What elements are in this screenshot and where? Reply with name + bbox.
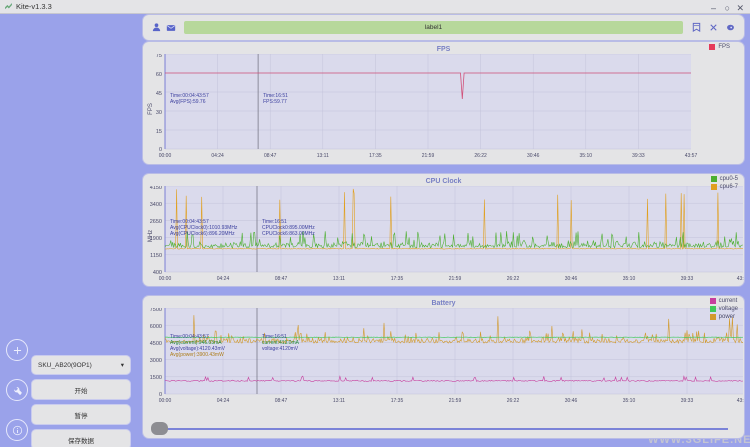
svg-text:35:10: 35:10 xyxy=(580,153,593,159)
svg-text:17:35: 17:35 xyxy=(391,398,404,404)
svg-text:7500: 7500 xyxy=(150,308,162,313)
svg-text:2650: 2650 xyxy=(150,219,162,225)
svg-text:08:47: 08:47 xyxy=(264,153,277,159)
svg-text:39:33: 39:33 xyxy=(632,153,645,159)
svg-text:45: 45 xyxy=(156,91,162,97)
svg-text:4500: 4500 xyxy=(150,341,162,347)
svg-text:43:57: 43:57 xyxy=(685,153,698,159)
svg-text:26:22: 26:22 xyxy=(507,276,520,282)
svg-text:21:59: 21:59 xyxy=(449,398,462,404)
svg-text:Avg(FPS):59.76: Avg(FPS):59.76 xyxy=(170,99,206,105)
svg-text:Avg(CPUClock6):896.20MHz: Avg(CPUClock6):896.20MHz xyxy=(170,231,235,237)
svg-text:15: 15 xyxy=(156,129,162,135)
svg-text:30:46: 30:46 xyxy=(565,276,578,282)
svg-text:04:24: 04:24 xyxy=(217,398,230,404)
svg-text:43:57: 43:57 xyxy=(737,398,744,404)
svg-text:17:35: 17:35 xyxy=(369,153,382,159)
svg-text:21:59: 21:59 xyxy=(449,276,462,282)
svg-text:00:00: 00:00 xyxy=(159,153,172,159)
svg-text:43:57: 43:57 xyxy=(737,276,744,282)
svg-text:1900: 1900 xyxy=(150,236,162,242)
svg-text:75: 75 xyxy=(156,54,162,59)
svg-text:13:11: 13:11 xyxy=(317,153,329,159)
svg-text:30: 30 xyxy=(156,110,162,116)
svg-text:00:00: 00:00 xyxy=(159,398,172,404)
svg-text:26:22: 26:22 xyxy=(507,398,520,404)
svg-text:30:46: 30:46 xyxy=(527,153,540,159)
svg-text:08:47: 08:47 xyxy=(275,276,288,282)
svg-text:04:24: 04:24 xyxy=(211,153,224,159)
svg-text:6000: 6000 xyxy=(150,324,162,330)
svg-text:13:11: 13:11 xyxy=(333,398,345,404)
svg-text:1500: 1500 xyxy=(150,375,162,381)
svg-text:CPUClock6:863.00MHz: CPUClock6:863.00MHz xyxy=(262,231,315,237)
svg-text:00:00: 00:00 xyxy=(159,276,172,282)
svg-text:13:11: 13:11 xyxy=(333,276,345,282)
svg-text:voltage:4120mV: voltage:4120mV xyxy=(262,346,299,352)
svg-text:FPS:59.77: FPS:59.77 xyxy=(263,99,287,105)
svg-text:4150: 4150 xyxy=(150,186,162,191)
svg-text:3000: 3000 xyxy=(150,358,162,364)
svg-text:60: 60 xyxy=(156,72,162,78)
svg-text:39:33: 39:33 xyxy=(681,276,694,282)
svg-text:Avg(power):3900.43mW: Avg(power):3900.43mW xyxy=(170,352,224,358)
svg-text:21:59: 21:59 xyxy=(422,153,435,159)
svg-text:39:33: 39:33 xyxy=(681,398,694,404)
svg-text:35:10: 35:10 xyxy=(623,398,636,404)
svg-text:1150: 1150 xyxy=(150,253,162,259)
svg-text:3400: 3400 xyxy=(150,202,162,208)
svg-text:04:24: 04:24 xyxy=(217,276,230,282)
svg-text:17:35: 17:35 xyxy=(391,276,404,282)
svg-text:35:10: 35:10 xyxy=(623,276,636,282)
svg-text:26:22: 26:22 xyxy=(474,153,487,159)
svg-text:08:47: 08:47 xyxy=(275,398,288,404)
svg-text:30:46: 30:46 xyxy=(565,398,578,404)
